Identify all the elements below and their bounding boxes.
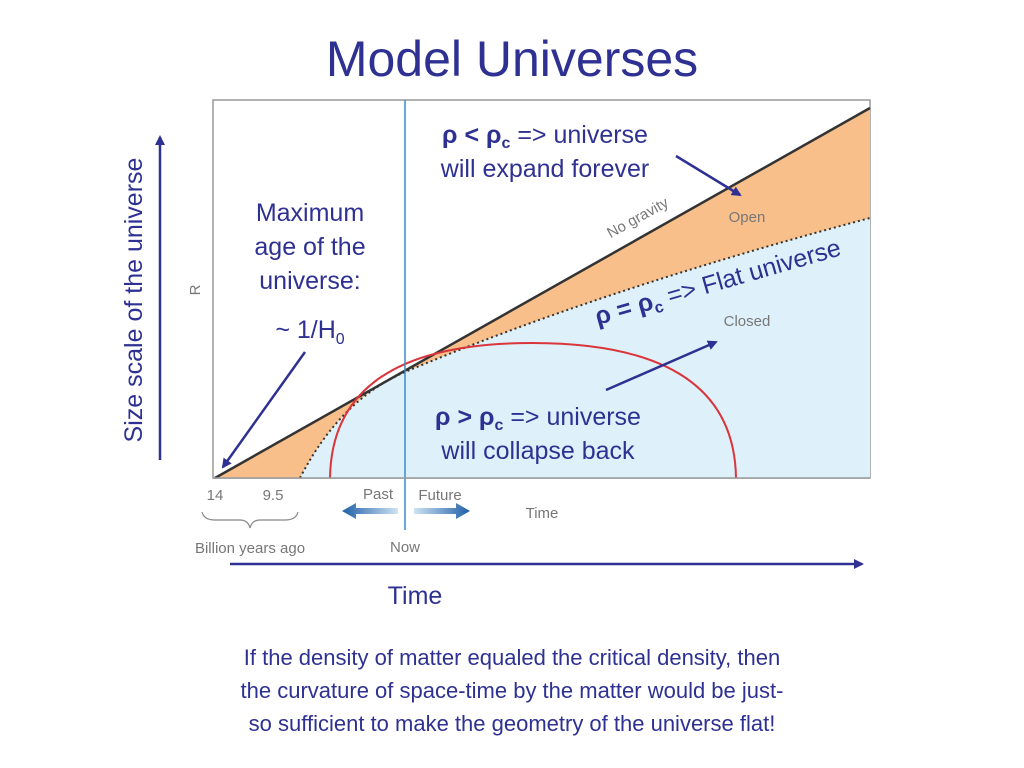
r-label: R xyxy=(187,284,204,295)
subscript: c xyxy=(494,417,503,434)
x-axis-label: Time xyxy=(388,582,443,610)
caption-line: so sufficient to make the geometry of th… xyxy=(249,711,776,736)
text: => universe xyxy=(510,121,648,149)
caption-line: the curvature of space-time by the matte… xyxy=(241,678,784,703)
brace xyxy=(201,511,299,529)
billion-years-label: Billion years ago xyxy=(195,540,305,557)
time-small-label: Time xyxy=(526,505,559,522)
annotation-arrow xyxy=(221,351,307,469)
annotation-arrow xyxy=(605,340,718,392)
annotation-arrow xyxy=(675,154,742,197)
open-label: Open xyxy=(729,209,766,226)
future-label: Future xyxy=(418,487,461,504)
caption-line: If the density of matter equaled the cri… xyxy=(244,645,780,670)
collapse-annotation-line2: will collapse back xyxy=(440,437,635,465)
collapse-annotation: ρ > ρc => universe xyxy=(435,403,641,434)
expand-annotation-line2: will expand forever xyxy=(440,155,649,183)
closed-label: Closed xyxy=(724,313,771,330)
max-age-formula: ~ 1/H0 xyxy=(275,316,344,348)
subscript: c xyxy=(501,135,510,152)
title: Model Universes xyxy=(326,31,698,87)
now-label: Now xyxy=(390,539,420,556)
subscript: 0 xyxy=(336,331,345,348)
past-arrow xyxy=(342,503,398,519)
expand-annotation: ρ < ρc => universe xyxy=(442,121,648,152)
tick-label: 14 xyxy=(207,487,224,504)
flat-curve xyxy=(299,217,871,479)
max-age-line3: universe: xyxy=(259,267,360,295)
closed-curve xyxy=(329,341,737,479)
formula: ~ 1/H xyxy=(275,316,335,344)
rho: ρ < ρ xyxy=(442,121,501,149)
no-gravity-line xyxy=(214,106,871,480)
future-arrow xyxy=(414,503,470,519)
text: => universe xyxy=(503,403,641,431)
max-age-line2: age of the xyxy=(254,233,365,261)
closed-region xyxy=(300,218,870,478)
past-label: Past xyxy=(363,486,394,503)
tick-label: 9.5 xyxy=(263,487,284,504)
y-axis-label: Size scale of the universe xyxy=(120,158,148,443)
max-age-line1: Maximum xyxy=(256,199,364,227)
rho: ρ > ρ xyxy=(435,403,494,431)
